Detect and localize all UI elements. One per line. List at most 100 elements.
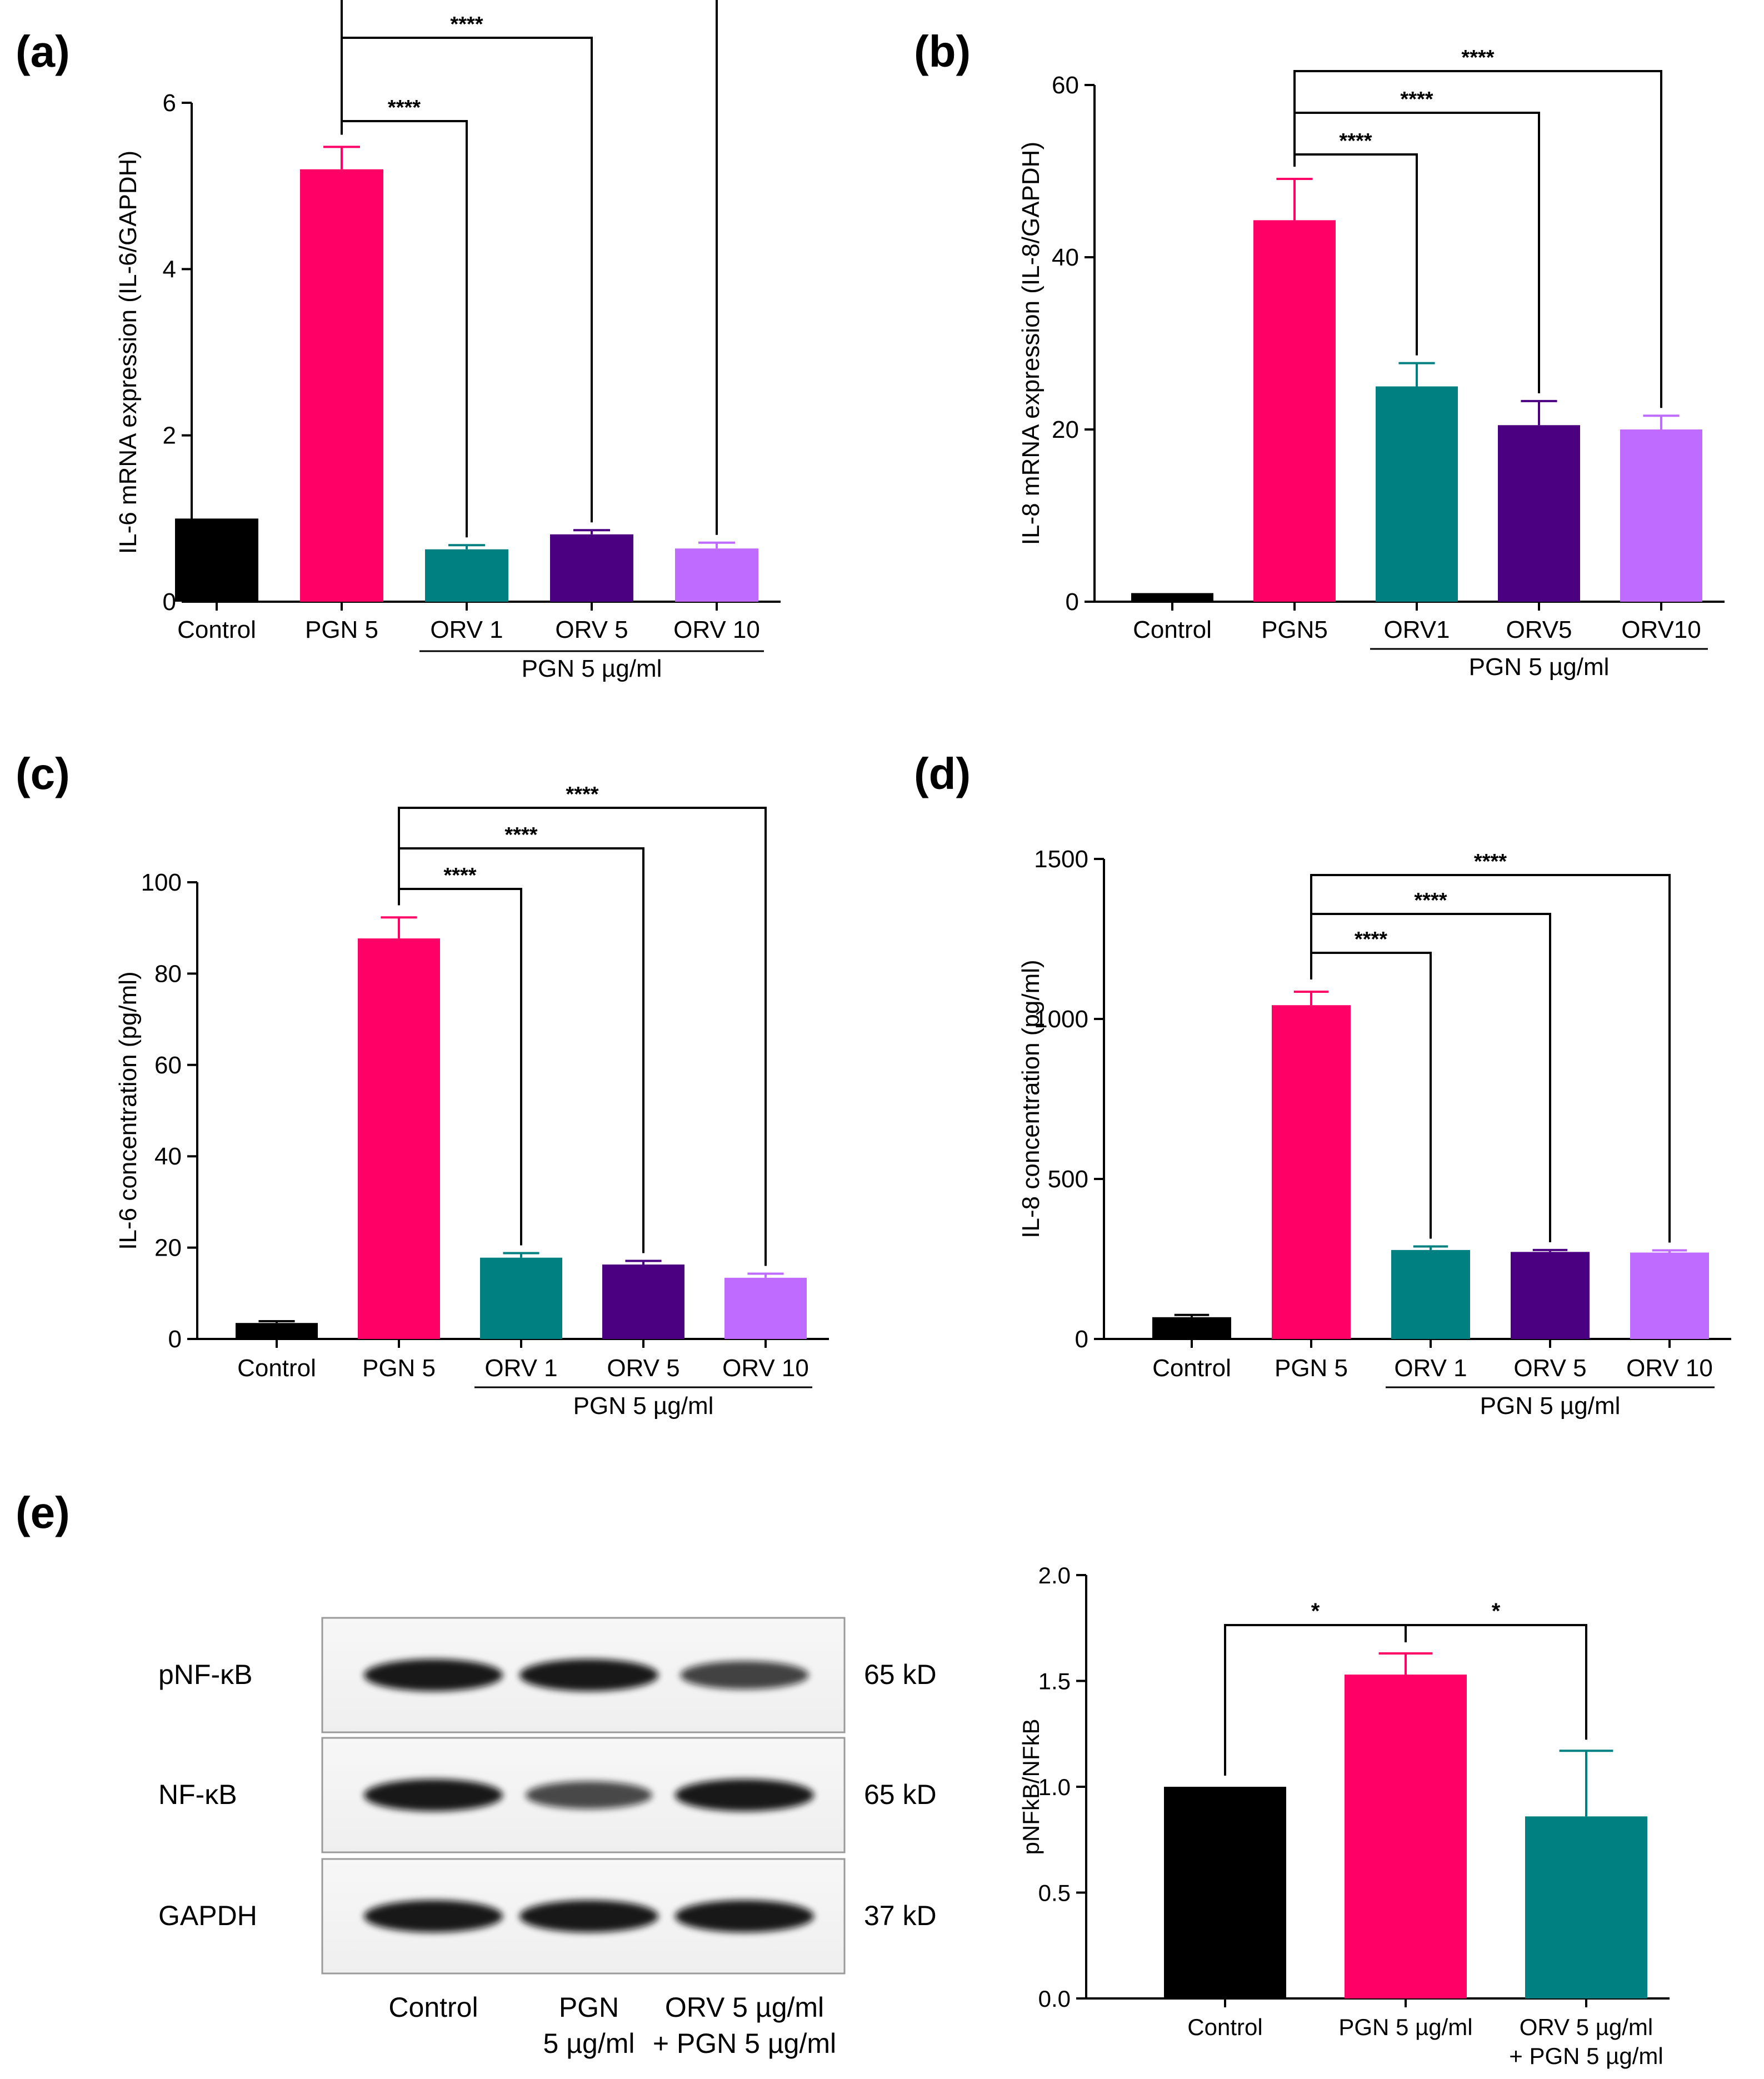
significance-label: ****: [1339, 129, 1372, 153]
category-label: Control: [1133, 616, 1212, 643]
bar: [1511, 1252, 1590, 1339]
category-label-line: ORV 5 µg/ml: [1520, 2014, 1653, 2040]
bar: [1391, 1250, 1470, 1339]
blot-protein-label: GAPDH: [158, 1900, 257, 1931]
category-label: PGN 5: [1275, 1355, 1348, 1382]
category-label: PGN5: [1261, 616, 1328, 643]
category-label: ORV 1: [1394, 1355, 1467, 1382]
significance-label: ****: [1400, 88, 1433, 111]
category-label: ORV 5: [1513, 1355, 1586, 1382]
chart-il6-mrna: 0 2 4 6 IL-6 mRNA expression (IL-6/GAPDH) Con…: [114, 0, 781, 682]
blot-band: [675, 1900, 814, 1932]
significance-bracket: [1310, 874, 1671, 1243]
bar: [1498, 425, 1580, 602]
y-tick-label: 60: [1052, 72, 1079, 99]
y-tick-label: 0: [1075, 1326, 1088, 1353]
blot-lane-label: 5 µg/ml: [543, 2028, 635, 2059]
y-tick-label: 40: [154, 1143, 182, 1170]
y-tick-label: 4: [163, 256, 176, 283]
blot-band: [525, 1781, 653, 1809]
chart-il6-concentration: 0 20 40 60 80 100 IL-6 concentration (pg/ml) Co…: [114, 783, 829, 1420]
category-label: PGN 5: [305, 616, 378, 643]
blot-size-label: 37 kD: [864, 1900, 937, 1931]
y-tick-label: 40: [1052, 244, 1079, 271]
category-label: ORV 1: [430, 616, 503, 643]
bar: [236, 1323, 318, 1339]
bar: [1525, 1816, 1647, 1998]
significance-bracket: [341, 0, 718, 535]
y-tick-label: 0.0: [1038, 1986, 1071, 2012]
y-tick-label: 1.0: [1038, 1774, 1071, 1800]
panel-label-b: (b): [914, 27, 971, 76]
blot-band: [364, 1779, 503, 1811]
y-tick-label: 20: [154, 1235, 182, 1262]
significance-label: ****: [1355, 928, 1387, 951]
significance-label: ****: [388, 96, 421, 119]
y-axis-label: IL-6 mRNA expression (IL-6/GAPDH): [114, 151, 142, 554]
blot-band: [680, 1661, 809, 1690]
bar: [1630, 1252, 1709, 1339]
category-label: Control: [237, 1355, 316, 1382]
panel-label-a: (a): [16, 27, 70, 76]
blot-band: [519, 1900, 658, 1932]
y-axis-label: IL-8 concentration (pg/ml): [1017, 959, 1045, 1238]
y-tick-label: 80: [154, 960, 182, 987]
category-label: ORV 10: [1626, 1355, 1713, 1382]
category-label-line: + PGN 5 µg/ml: [1509, 2043, 1663, 2069]
significance-label: ****: [504, 823, 537, 847]
category-label: ORV 5: [607, 1355, 679, 1382]
blot-size-label: 65 kD: [864, 1659, 937, 1690]
bar: [175, 518, 258, 602]
chart-il8-mrna: 0 20 40 60 IL-8 mRNA expression (IL-8/GAPDH)…: [1017, 46, 1725, 681]
blot-protein-label: NF-κB: [158, 1779, 237, 1810]
blot-lane-label: ORV 5 µg/ml: [665, 1992, 824, 2023]
category-label: ORV1: [1383, 616, 1450, 643]
bar: [1376, 386, 1458, 602]
bar: [1131, 593, 1213, 602]
bar: [550, 534, 633, 602]
group-label: PGN 5 µg/ml: [522, 655, 662, 682]
group-label: PGN 5 µg/ml: [573, 1392, 714, 1420]
significance-bracket: [1293, 70, 1662, 408]
category-label: Control: [1187, 2014, 1262, 2040]
y-tick-label: 20: [1052, 416, 1079, 443]
significance-label: *: [1492, 1599, 1501, 1623]
chart-il8-concentration: 0 500 1000 1500 IL-8 concentration (pg/ml) Co…: [1017, 846, 1731, 1420]
y-tick-label: 6: [163, 89, 176, 117]
blot-size-label: 65 kD: [864, 1779, 937, 1810]
category-label: ORV10: [1621, 616, 1701, 643]
bar: [602, 1265, 684, 1339]
bar: [480, 1257, 562, 1339]
category-label: ORV 10: [673, 616, 760, 643]
category-label: ORV 5: [555, 616, 628, 643]
y-axis-label: IL-8 mRNA expression (IL-8/GAPDH): [1017, 142, 1045, 545]
bar: [1345, 1675, 1467, 1998]
blot-lane-label: + PGN 5 µg/ml: [653, 2028, 836, 2059]
panel-label-e: (e): [16, 1488, 70, 1537]
bar: [425, 549, 508, 602]
bar: [358, 938, 440, 1339]
y-tick-label: 2.0: [1038, 1562, 1071, 1588]
blot-lane-label: PGN: [559, 1992, 619, 2023]
y-tick-label: 1500: [1034, 846, 1088, 873]
bar: [675, 548, 758, 602]
group-label: PGN 5 µg/ml: [1469, 653, 1610, 681]
blot-band: [364, 1900, 503, 1932]
chart-pnfkb-ratio: 0.0 0.5 1.0 1.5 2.0 pNFkB/NFkB Control PGN 5 µg…: [1018, 1562, 1670, 2069]
significance-bracket: [1405, 1624, 1587, 1740]
category-label: Control: [177, 616, 256, 643]
significance-label: *: [1311, 1599, 1320, 1623]
bar: [1620, 429, 1702, 602]
significance-bracket: [398, 807, 767, 1266]
western-blot: pNF-κB 65 kD NF-κB 65 kD GAPDH 37 kD Control PG…: [158, 1617, 937, 2059]
significance-label: ****: [443, 864, 476, 887]
bar: [1152, 1317, 1231, 1339]
significance-label: ****: [1414, 889, 1447, 912]
panel-label-c: (c): [16, 749, 70, 798]
category-label: ORV 10: [722, 1355, 809, 1382]
significance-label: ****: [566, 783, 598, 806]
panel-label-d: (d): [914, 749, 971, 798]
blot-protein-label: pNF-κB: [158, 1659, 252, 1690]
category-label: ORV 1: [484, 1355, 557, 1382]
bar: [724, 1277, 807, 1339]
